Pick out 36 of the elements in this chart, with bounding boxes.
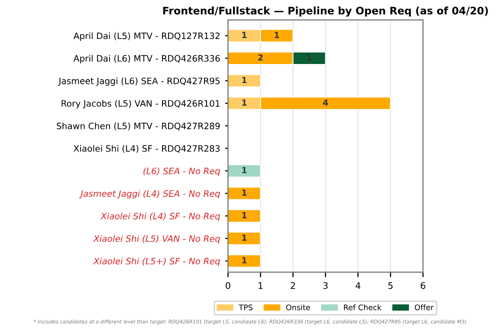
x-tick-label: 3 — [323, 282, 328, 289]
y-tick-label: Xiaolei Shi (L5) VAN - No Req — [93, 235, 220, 244]
chart-title: Frontend/Fullstack — Pipeline by Open Req (as of 04/20) — [163, 6, 488, 17]
y-tick-label: April Dai (L5) MTV - RDQ127R132 — [74, 32, 220, 41]
data-label: 4 — [322, 100, 328, 106]
x-tick-label: 6 — [420, 282, 426, 289]
data-label: 2 — [258, 54, 263, 61]
y-tick-label: Rory Jacobs (L5) VAN - RDQ426R101 — [62, 100, 220, 108]
data-label: 1 — [242, 76, 247, 84]
bar — [228, 232, 261, 246]
y-tick-label: Shawn Chen (L5) MTV - RDQ427R289 — [56, 122, 220, 130]
bar — [228, 186, 261, 200]
y-tick-label: Xiaolei Shi (L5+) SF - No Req — [93, 258, 220, 266]
bar — [228, 209, 261, 223]
y-tick-label: Jasmeet Jaggi (L4) SEA - No Req — [79, 190, 220, 199]
y-tick-label: April Dai (L6) MTV - RDQ426R336 — [74, 54, 220, 64]
y-tick-label: Xiaolei Shi (L4) SF - No Req — [100, 212, 220, 222]
x-tick-label: 2 — [290, 282, 295, 289]
data-label: 1 — [242, 212, 247, 218]
bar — [228, 254, 261, 268]
bar — [228, 74, 261, 88]
x-tick-label: 5 — [388, 282, 393, 289]
x-tick-label: 0 — [226, 282, 230, 289]
x-tick-label: 1 — [258, 282, 263, 289]
data-label: 1 — [242, 100, 247, 106]
bar — [228, 164, 261, 178]
data-label: 1 — [242, 257, 247, 264]
data-label: 1 — [242, 167, 247, 174]
x-tick-label: 4 — [356, 282, 360, 289]
data-label: 1 — [242, 190, 247, 196]
y-tick-label: Xiaolei Shi (L4) SF - RDQ427R283 — [74, 145, 220, 153]
data-label: 1 — [242, 32, 247, 38]
y-tick-label: Jasmeet Jaggi (L6) SEA - RDQ427R95 — [58, 77, 220, 86]
y-tick-label: (L6) SEA - No Req — [144, 168, 220, 176]
data-label: 1 — [274, 32, 280, 38]
data-label: 1 — [242, 234, 247, 241]
